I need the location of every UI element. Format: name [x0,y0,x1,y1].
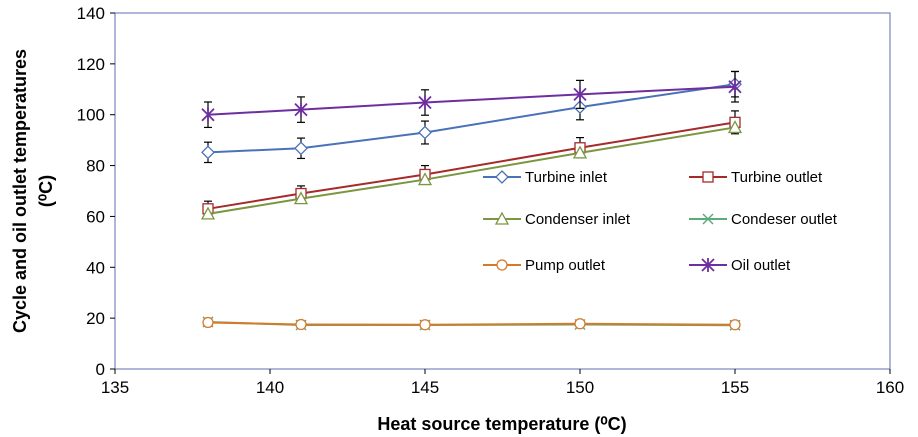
legend-swatch-marker [702,171,714,183]
series-oil-outlet [201,70,742,129]
legend-swatch-marker [496,259,508,271]
data-point [727,120,743,134]
x-tick-label: 135 [101,378,129,397]
legend-swatch-marker [494,211,510,225]
series-condenser-inlet [200,120,743,220]
legend-swatch-marker [495,170,509,184]
y-tick-label: 120 [77,55,105,74]
legend-label: Turbine inlet [525,169,608,186]
x-axis-title: Heat source temperature (⁰C) [377,414,626,434]
data-point [419,319,431,331]
data-point [295,318,307,331]
data-point [418,95,432,110]
y-tick-label: 60 [86,207,105,226]
legend-item: Condenser inlet [483,211,631,228]
data-point [574,318,586,330]
data-point [573,87,587,102]
x-tick-label: 145 [411,378,439,397]
plot-area [114,12,891,370]
data-point [200,206,216,220]
x-tick-label: 160 [876,378,904,397]
data-point [294,141,308,156]
axes: 0 20 40 60 80 100 120 140 135 140 145 150 155 160 [77,4,905,397]
legend-item: Oil outlet [689,257,791,274]
data-point [417,172,433,186]
x-tick-label: 140 [256,378,284,397]
data-point [729,319,741,331]
data-point [572,145,588,159]
series-layer [200,70,743,331]
x-tick-label: 150 [566,378,594,397]
data-point [418,125,432,140]
legend-swatch-marker [702,213,714,225]
y-axis-title-line1: Cycle and oil outlet temperatures [10,49,30,333]
legend-item: Turbine outlet [689,169,823,186]
y-tick-label: 140 [77,4,105,23]
data-point [728,79,742,94]
x-tick-label: 155 [721,378,749,397]
y-axis-title-line2: (⁰C) [36,175,56,207]
data-point [201,107,215,122]
legend-label: Oil outlet [731,257,791,274]
data-point [202,316,214,329]
y-tick-label: 20 [86,309,105,328]
data-point [293,191,309,205]
legend: Turbine inlet Turbine outlet Condenser inl… [483,169,838,274]
y-tick-label: 80 [86,157,105,176]
legend-item: Pump outlet [483,257,606,274]
legend-label: Condeser outlet [731,211,838,228]
data-point [294,102,308,117]
legend-item: Condeser outlet [689,211,838,228]
legend-label: Condenser inlet [525,211,631,228]
y-tick-label: 100 [77,106,105,125]
y-tick-label: 0 [96,360,105,379]
data-point [201,145,215,160]
legend-label: Pump outlet [525,257,606,274]
legend-swatch-marker [701,258,715,272]
legend-label: Turbine outlet [731,169,823,186]
series-pump-outlet [202,316,741,331]
legend-item: Turbine inlet [483,169,608,186]
y-tick-label: 40 [86,258,105,277]
